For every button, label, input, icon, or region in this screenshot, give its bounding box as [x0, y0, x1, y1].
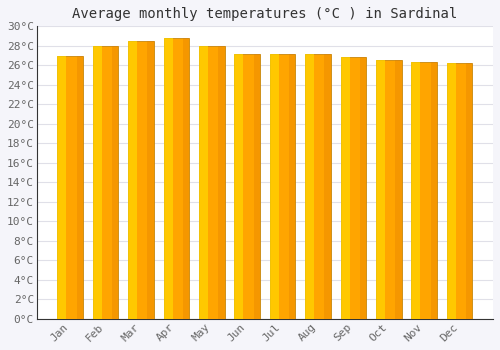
- Bar: [324, 54, 330, 319]
- Bar: [340, 57, 366, 319]
- Bar: [430, 62, 437, 319]
- Bar: [164, 38, 172, 319]
- Bar: [395, 61, 402, 319]
- Bar: [340, 57, 349, 319]
- Bar: [76, 56, 83, 319]
- Bar: [148, 41, 154, 319]
- Bar: [199, 46, 224, 319]
- Bar: [199, 46, 208, 319]
- Bar: [360, 57, 366, 319]
- Bar: [93, 46, 118, 319]
- Bar: [305, 54, 314, 319]
- Bar: [58, 56, 66, 319]
- Bar: [376, 61, 402, 319]
- Bar: [234, 54, 260, 319]
- Title: Average monthly temperatures (°C ) in Sardinal: Average monthly temperatures (°C ) in Sa…: [72, 7, 458, 21]
- Bar: [270, 54, 279, 319]
- Bar: [218, 46, 224, 319]
- Bar: [289, 54, 296, 319]
- Bar: [376, 61, 385, 319]
- Bar: [254, 54, 260, 319]
- Bar: [270, 54, 295, 319]
- Bar: [466, 63, 472, 319]
- Bar: [164, 38, 189, 319]
- Bar: [58, 56, 83, 319]
- Bar: [305, 54, 330, 319]
- Bar: [412, 62, 420, 319]
- Bar: [93, 46, 102, 319]
- Bar: [447, 63, 456, 319]
- Bar: [183, 38, 189, 319]
- Bar: [112, 46, 118, 319]
- Bar: [128, 41, 137, 319]
- Bar: [234, 54, 244, 319]
- Bar: [128, 41, 154, 319]
- Bar: [447, 63, 472, 319]
- Bar: [412, 62, 437, 319]
